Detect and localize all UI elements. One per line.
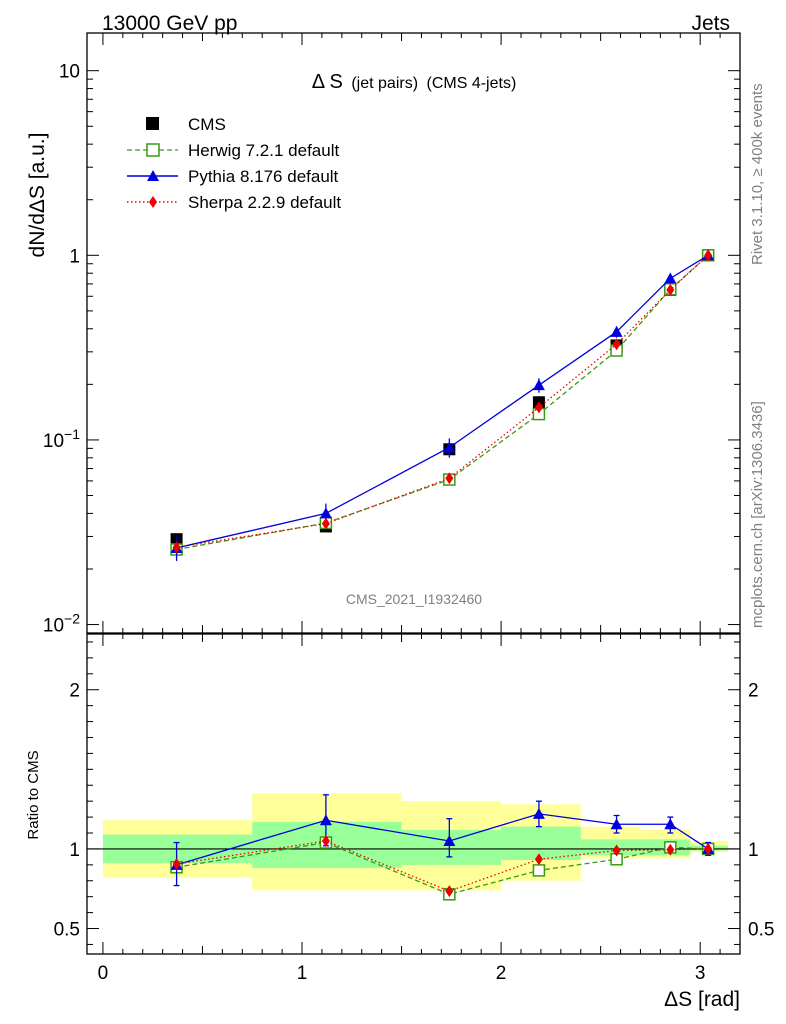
sherpa-data-point bbox=[534, 401, 543, 414]
pythia-line bbox=[176, 254, 709, 549]
legend-sherpa-label: Sherpa 2.2.9 default bbox=[188, 193, 341, 212]
ratio-panel: 0.5 0.5 1 1 2 2 0 1 2 3 Ratio to CMS ΔS [rad] bbox=[25, 633, 774, 1011]
sherpa-data-point bbox=[612, 338, 621, 351]
x-axis-label: ΔS [rad] bbox=[664, 988, 740, 1011]
sherpa-data-point bbox=[445, 472, 454, 485]
pythia-data-point bbox=[664, 272, 677, 284]
legend-herwig-label: Herwig 7.2.1 default bbox=[188, 141, 339, 160]
sherpa-data-point bbox=[172, 541, 181, 554]
ratio-y-tick-label-left: 0.5 bbox=[54, 920, 80, 941]
y-tick-label: 10−1 bbox=[43, 426, 80, 452]
ratio-sherpa-data-point bbox=[534, 853, 543, 866]
ratio-pythia-data-point bbox=[319, 814, 332, 826]
pythia-data-point bbox=[532, 379, 545, 391]
y-tick-label-base: 10 bbox=[59, 62, 80, 83]
x-tick-label: 3 bbox=[695, 963, 706, 984]
ratio-y-tick-label-left: 2 bbox=[69, 681, 80, 702]
plot-title: Δ S (jet pairs) (CMS 4-jets) bbox=[312, 71, 517, 93]
ratio-pythia-data-point bbox=[610, 818, 623, 830]
ratio-sherpa-data-point bbox=[445, 885, 454, 898]
legend-pythia-marker bbox=[147, 170, 159, 181]
y-axis-label: dN/dΔS [a.u.] bbox=[26, 133, 49, 258]
x-tick-label: 1 bbox=[297, 963, 308, 984]
herwig-line bbox=[176, 254, 709, 551]
y-tick-label-exponent: −2 bbox=[64, 611, 80, 627]
y-tick-label: 10−2 bbox=[43, 611, 80, 637]
mcplots-credit-label: mcplots.cern.ch [arXiv:1306.3436] bbox=[749, 401, 766, 628]
y-tick-label-base: 10 bbox=[43, 431, 64, 452]
rivet-version-label: Rivet 3.1.10, ≥ 400k events bbox=[749, 83, 766, 265]
ratio-pythia-data-point bbox=[443, 834, 456, 846]
sherpa-data-point bbox=[704, 249, 713, 262]
analysis-watermark: CMS_2021_I1932460 bbox=[346, 591, 482, 607]
ratio-sherpa-data-point bbox=[612, 844, 621, 857]
ratio-sherpa-data-point bbox=[172, 858, 181, 871]
legend-cms-label: CMS bbox=[188, 115, 226, 134]
ratio-sherpa-data-point bbox=[704, 842, 713, 855]
ratio-y-tick-label-right: 1 bbox=[748, 840, 759, 861]
legend: CMS Herwig 7.2.1 default Pythia 8.176 de… bbox=[127, 115, 341, 212]
y-tick-label-base: 1 bbox=[69, 246, 80, 267]
header-channel-label: Jets bbox=[691, 12, 730, 35]
uncertainty-band-inner bbox=[580, 839, 641, 856]
y-tick-label: 10 bbox=[59, 62, 80, 83]
main-panel-frame bbox=[86, 32, 741, 634]
ratio-y-tick-label-right: 2 bbox=[748, 681, 759, 702]
ratio-panel-frame bbox=[86, 633, 741, 955]
ratio-sherpa-data-point bbox=[321, 834, 330, 847]
ratio-pythia-data-point bbox=[664, 818, 677, 830]
header-collision-label: 13000 GeV pp bbox=[102, 12, 237, 35]
x-tick-label: 0 bbox=[98, 963, 109, 984]
y-tick-label-base: 10 bbox=[43, 616, 64, 637]
y-tick-label: 1 bbox=[69, 246, 80, 267]
sherpa-data-point bbox=[321, 517, 330, 530]
pythia-data-point bbox=[610, 325, 623, 337]
legend-pythia-label: Pythia 8.176 default bbox=[188, 167, 339, 186]
sherpa-data-point bbox=[666, 283, 675, 296]
ratio-y-tick-label-left: 1 bbox=[69, 840, 80, 861]
pythia-data-point bbox=[443, 441, 456, 453]
legend-sherpa-marker bbox=[149, 196, 157, 208]
sherpa-line bbox=[176, 254, 709, 548]
legend-herwig-marker bbox=[146, 143, 160, 157]
legend-cms-marker bbox=[146, 117, 159, 130]
pythia-data-point bbox=[319, 507, 332, 519]
x-tick-label: 2 bbox=[496, 963, 507, 984]
ratio-herwig-data-point bbox=[532, 864, 546, 877]
ratio-sherpa-data-point bbox=[666, 843, 675, 856]
uncertainty-band-inner bbox=[501, 826, 581, 861]
ratio-y-axis-label: Ratio to CMS bbox=[25, 750, 42, 839]
y-tick-label-exponent: −1 bbox=[64, 426, 80, 442]
ratio-pythia-data-point bbox=[532, 807, 545, 819]
ratio-y-tick-label-right: 0.5 bbox=[748, 920, 774, 941]
